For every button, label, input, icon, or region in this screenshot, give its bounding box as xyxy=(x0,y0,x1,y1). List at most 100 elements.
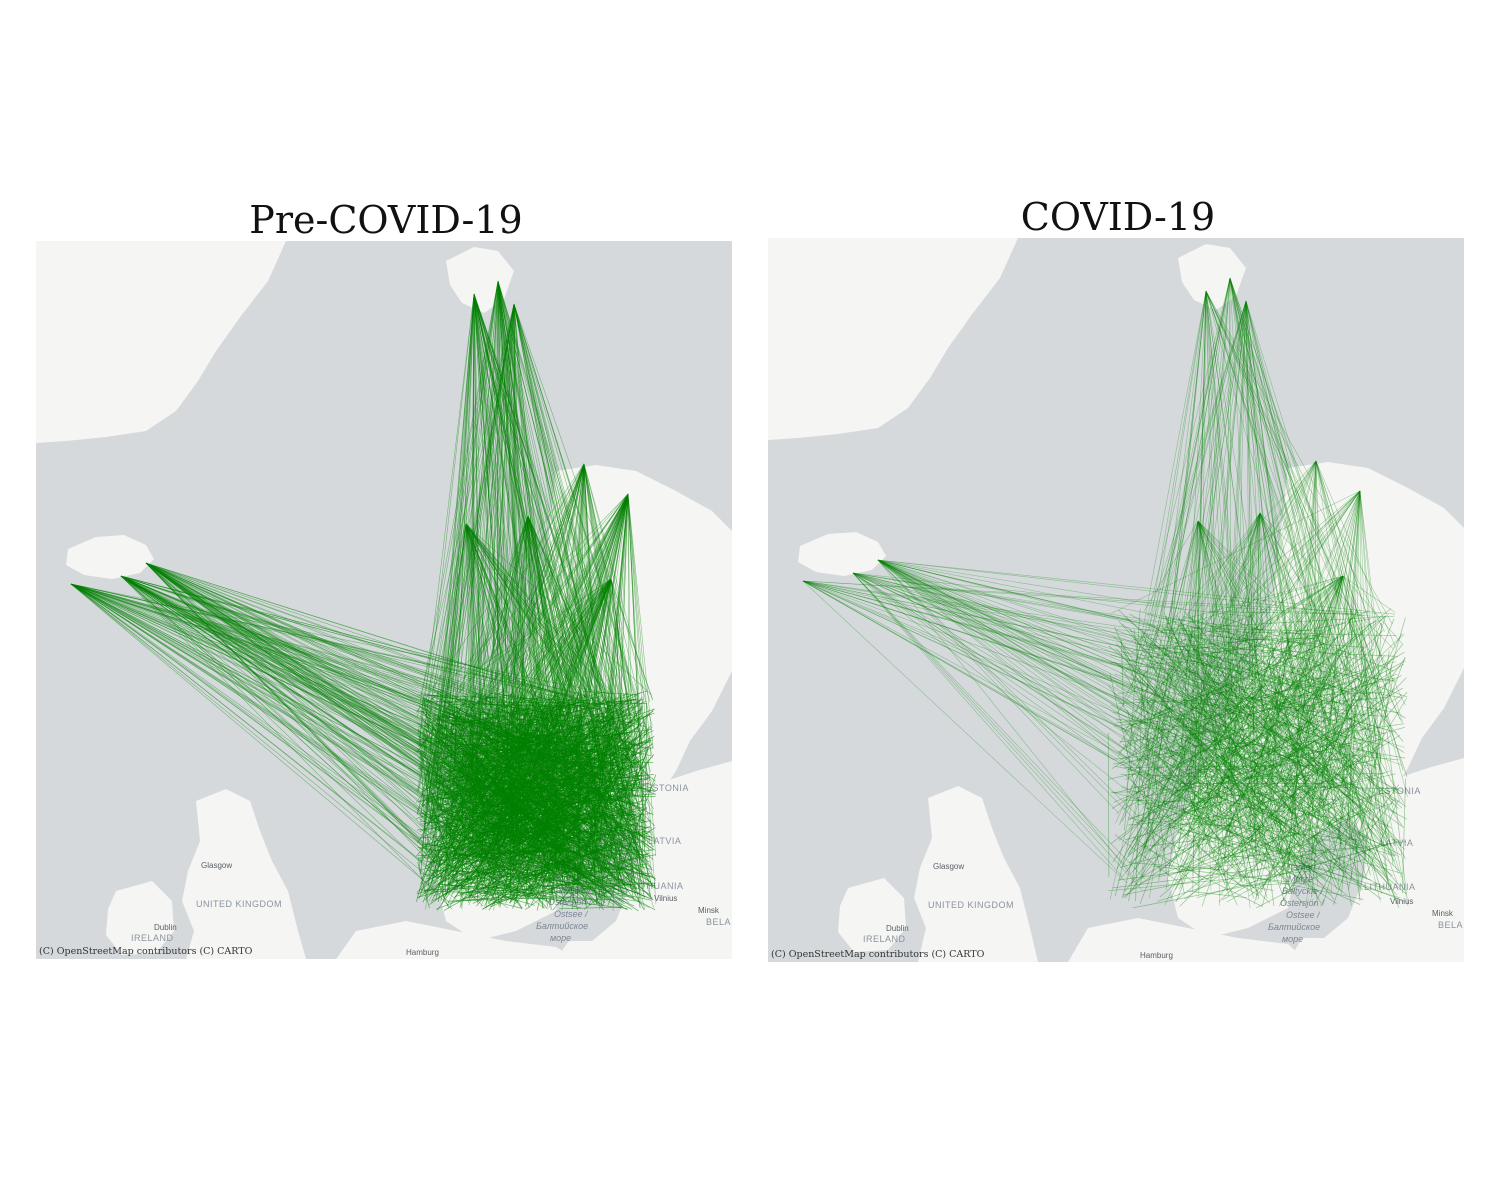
flow-edge xyxy=(449,293,475,715)
flow-edge xyxy=(497,280,534,774)
flow-edge xyxy=(527,515,566,728)
flow-edge xyxy=(1203,661,1296,710)
flow-edge xyxy=(120,575,563,720)
flow-edge xyxy=(1129,759,1373,819)
flow-edge xyxy=(1214,707,1336,841)
flow-edge xyxy=(1120,726,1245,868)
flow-edge xyxy=(427,842,618,903)
flow-edge xyxy=(1176,802,1393,874)
flow-edge xyxy=(877,559,1177,799)
flow-edge xyxy=(1254,615,1386,758)
flow-edge xyxy=(1192,290,1207,876)
flow-edge xyxy=(583,463,602,786)
flow-edge xyxy=(1311,750,1325,898)
flow-edge xyxy=(1226,615,1255,658)
flow-edge xyxy=(1320,770,1390,792)
flow-edge xyxy=(1223,648,1374,764)
flow-edge xyxy=(1157,520,1199,679)
flow-edge xyxy=(1222,575,1344,688)
flow-edge xyxy=(1352,490,1361,668)
flow-edge xyxy=(1115,642,1214,761)
flow-edge xyxy=(1140,634,1405,829)
flow-edge xyxy=(1245,300,1336,709)
flow-edge xyxy=(1158,520,1199,807)
flow-edge xyxy=(509,700,568,817)
flow-edge xyxy=(1215,490,1361,656)
flow-edge xyxy=(1279,677,1307,829)
flow-edge xyxy=(1279,705,1328,715)
flow-edge xyxy=(1202,490,1361,841)
flow-edge xyxy=(571,811,625,823)
flow-edge xyxy=(1260,460,1317,828)
flow-edge xyxy=(1261,674,1280,737)
flow-edge xyxy=(1205,290,1243,697)
flow-edge xyxy=(1159,657,1395,873)
flow-edge xyxy=(1180,774,1348,896)
flow-edge xyxy=(1255,723,1277,804)
flow-edge xyxy=(802,580,1128,884)
flow-edge xyxy=(1205,290,1243,671)
flow-edge xyxy=(464,896,571,901)
flow-edge xyxy=(852,572,1248,642)
flow-edge xyxy=(852,572,1114,760)
flow-edge xyxy=(1250,696,1376,809)
flow-edge xyxy=(1206,793,1362,842)
flow-edge xyxy=(802,580,1238,654)
flow-edge xyxy=(462,280,499,694)
flow-edge xyxy=(1353,751,1379,827)
flow-edge xyxy=(1234,512,1261,620)
flow-edge xyxy=(1278,705,1353,827)
flow-edge xyxy=(443,699,639,719)
flow-edge xyxy=(802,580,1317,818)
flow-edge xyxy=(601,712,641,723)
label-estonia: ESTONIA xyxy=(1378,786,1421,796)
flow-edge xyxy=(1335,678,1355,719)
flow-edge xyxy=(1245,300,1256,820)
flow-edge xyxy=(446,764,450,768)
flow-edge xyxy=(1177,692,1385,758)
flow-edge xyxy=(120,575,460,885)
flow-edge xyxy=(1139,629,1397,637)
map-attribution: (C) OpenStreetMap contributors (C) CARTO xyxy=(771,949,985,960)
flow-edge xyxy=(1183,610,1276,716)
flow-edge xyxy=(491,280,499,734)
flow-edge xyxy=(497,280,504,736)
label-glasgow: Glasgow xyxy=(201,861,232,870)
label-estonia: ESTONIA xyxy=(646,783,689,793)
flow-edge xyxy=(1119,788,1398,868)
flow-edge xyxy=(1190,699,1230,896)
label-latvia: LATVIA xyxy=(1380,838,1413,848)
label-hamburg: Hamburg xyxy=(1140,951,1173,960)
flow-edge xyxy=(1285,651,1368,880)
flow-edge xyxy=(1165,734,1226,886)
flow-edge xyxy=(1188,804,1337,904)
flow-edge xyxy=(558,779,627,828)
flow-edge xyxy=(70,583,508,909)
flow-edge xyxy=(1247,765,1336,788)
flow-edge xyxy=(1259,512,1327,813)
flow-edge xyxy=(1188,890,1247,899)
flow-edge xyxy=(1126,673,1398,773)
flow-edge xyxy=(1197,277,1231,736)
flow-edge xyxy=(1156,763,1185,894)
flow-edge xyxy=(1145,300,1247,648)
flow-edge xyxy=(1182,690,1217,808)
flow-edge xyxy=(1119,640,1227,792)
flow-edge xyxy=(1193,630,1254,880)
flow-edge xyxy=(1347,678,1394,890)
flow-edge xyxy=(1192,290,1207,815)
flow-edge xyxy=(802,580,1241,723)
flow-edge xyxy=(1229,277,1316,764)
flow-edge xyxy=(1135,771,1281,799)
flow-edge xyxy=(1252,738,1322,754)
flow-edge xyxy=(1153,609,1370,716)
flow-edge xyxy=(1205,290,1406,706)
flow-edge xyxy=(145,562,477,902)
flow-edge xyxy=(1197,520,1377,841)
flow-edge xyxy=(1113,723,1405,765)
flow-edge xyxy=(120,575,445,781)
flow-edge xyxy=(1306,636,1394,672)
flow-edge xyxy=(529,788,647,863)
flow-edge xyxy=(1272,683,1363,778)
flow-edge xyxy=(431,786,506,866)
